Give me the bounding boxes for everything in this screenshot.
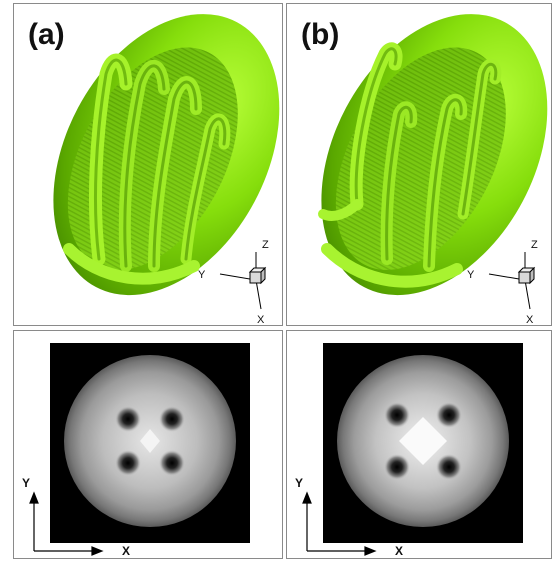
axis-z-label: Z <box>262 239 269 251</box>
panel-b-isosurface: Z Y X (b) <box>286 3 552 326</box>
vortex-tubes <box>63 53 231 285</box>
panel-label-a: (a) <box>28 18 65 51</box>
vortex-core <box>115 406 141 432</box>
axis-triad-a <box>219 252 267 310</box>
vortex-core <box>384 402 410 428</box>
axis-x-label: X <box>257 314 265 325</box>
slice-left: Y X <box>13 330 283 559</box>
center-highlight <box>399 417 447 465</box>
vortex-core <box>115 450 141 476</box>
axis-x-label: X <box>526 314 534 325</box>
isosurface-a-graphic: Z Y X <box>53 14 280 325</box>
vortex-core <box>159 450 185 476</box>
axis-z-label: Z <box>531 239 538 251</box>
isosurface-b-graphic: Z Y X <box>318 14 548 325</box>
panel-label-b: (b) <box>301 18 340 51</box>
slice-left-graphic: Y X <box>22 343 250 558</box>
axis-y-label: Y <box>467 269 475 281</box>
vortex-tubes <box>318 42 502 288</box>
vortex-core <box>436 402 462 428</box>
axis-x-label: X <box>122 544 130 558</box>
axis-y-label: Y <box>22 476 30 490</box>
vortex-core <box>384 454 410 480</box>
axis-y-label: Y <box>198 269 206 281</box>
axis-triad-b <box>488 252 536 310</box>
slice-right-graphic: Y X <box>295 343 523 558</box>
vortex-core <box>436 454 462 480</box>
axes-2d-left <box>29 491 104 556</box>
axis-y-label: Y <box>295 476 303 490</box>
center-highlight <box>140 429 160 453</box>
slice-right: Y X <box>286 330 552 559</box>
panel-a-isosurface: Z Y X (a) <box>13 3 283 326</box>
vortex-core <box>159 406 185 432</box>
axis-x-label: X <box>395 544 403 558</box>
axes-2d-right <box>302 491 377 556</box>
